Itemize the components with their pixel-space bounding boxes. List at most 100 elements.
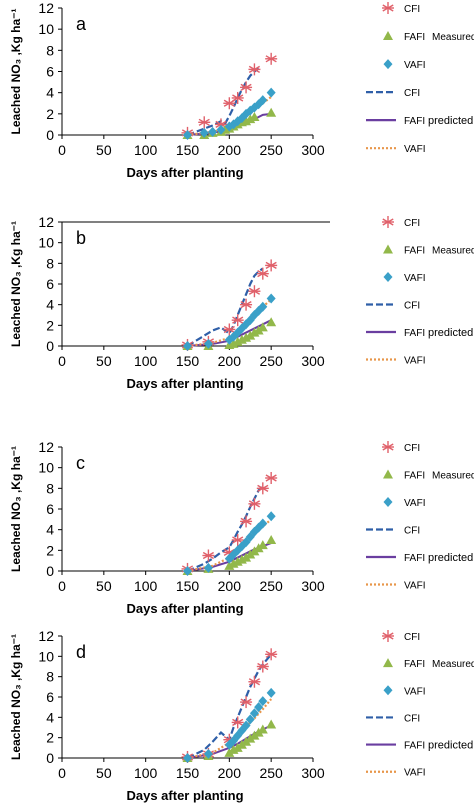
measured-point-cfi xyxy=(240,515,253,528)
measured-point-vafi xyxy=(258,301,268,312)
measured-point-cfi xyxy=(256,482,269,495)
x-tick-label: 250 xyxy=(259,578,283,594)
legend-marker-cfi xyxy=(382,216,394,228)
measured-point-cfi xyxy=(231,716,244,729)
x-tick-label: 300 xyxy=(301,353,325,369)
chart-panel-d: 0 2 4 6 8 10 12 0 50 100 150 200 250 300 Days after pl… xyxy=(9,628,474,803)
y-tick-label: 6 xyxy=(46,64,54,80)
legend-label-vafi: VAFI xyxy=(404,686,425,697)
legend-label-vafi: VAFI xyxy=(404,273,425,284)
measured-point-vafi xyxy=(183,341,192,351)
y-tick-label: 4 xyxy=(46,297,54,313)
legend-label-fafi: FAFI xyxy=(404,116,425,127)
measured-point-cfi xyxy=(202,549,215,562)
legend-label-fafi: FAFI xyxy=(404,328,425,339)
measured-point-fafi xyxy=(257,322,268,332)
legend-marker-fafi xyxy=(383,658,393,668)
y-tick-label: 8 xyxy=(46,669,54,685)
measured-point-cfi xyxy=(240,81,253,94)
x-tick-label: 150 xyxy=(176,353,200,369)
legend-label-cfi: CFI xyxy=(404,88,420,99)
legend-marker-vafi xyxy=(383,685,393,696)
x-tick-label: 50 xyxy=(96,765,112,781)
legend-measured-label: Measured xyxy=(432,32,474,43)
measured-point-cfi xyxy=(231,91,244,104)
measured-point-cfi xyxy=(256,660,269,673)
predicted-line-cfi xyxy=(187,653,273,759)
measured-point-cfi xyxy=(240,298,253,311)
y-axis-title: Leached NO₃ ,Kg ha⁻¹ xyxy=(9,9,23,135)
legend-label-cfi: CFI xyxy=(404,443,420,454)
x-tick-label: 250 xyxy=(259,353,283,369)
chart-panel-b: 0 2 4 6 8 10 12 0 50 100 150 200 250 300 Days after pl… xyxy=(9,214,474,391)
chart-panel-a: 0 2 4 6 8 10 12 0 50 100 150 200 250 300 Days after pl… xyxy=(9,0,474,180)
legend-marker-vafi xyxy=(383,272,393,282)
measured-point-vafi xyxy=(266,87,276,98)
y-tick-label: 2 xyxy=(46,317,54,333)
measured-point-vafi xyxy=(254,702,264,713)
x-tick-label: 200 xyxy=(218,353,242,369)
legend-label-fafi: FAFI xyxy=(404,553,425,564)
legend-marker-vafi xyxy=(383,59,393,70)
measured-point-fafi xyxy=(257,540,268,550)
predicted-line-cfi xyxy=(186,267,264,347)
legend-label-cfi: CFI xyxy=(404,301,420,312)
legend-label-cfi: CFI xyxy=(404,713,420,724)
x-tick-label: 300 xyxy=(301,142,325,158)
measured-point-fafi xyxy=(257,724,268,734)
measured-point-vafi xyxy=(266,293,276,304)
measured-point-fafi xyxy=(249,112,260,122)
legend-predicted-label: predicted xyxy=(428,740,473,752)
x-tick-label: 200 xyxy=(218,142,242,158)
y-tick-label: 10 xyxy=(38,21,54,37)
y-tick-label: 10 xyxy=(38,648,54,664)
y-tick-label: 6 xyxy=(46,276,54,292)
legend-label-vafi: VAFI xyxy=(404,768,425,779)
y-tick-label: 0 xyxy=(46,127,54,143)
y-tick-label: 4 xyxy=(46,85,54,101)
y-axis-title: Leached NO₃ ,Kg ha⁻¹ xyxy=(9,446,23,572)
legend-predicted-label: predicted xyxy=(428,327,473,339)
predicted-line-vafi xyxy=(187,298,272,348)
y-tick-label: 8 xyxy=(46,42,54,58)
x-tick-label: 0 xyxy=(58,765,66,781)
y-tick-label: 12 xyxy=(38,439,54,455)
measured-point-fafi xyxy=(266,719,277,729)
panel-label: a xyxy=(76,14,87,34)
x-tick-label: 100 xyxy=(134,353,158,369)
measured-point-cfi xyxy=(265,648,278,661)
measured-point-fafi xyxy=(266,535,277,544)
measured-point-cfi xyxy=(265,259,278,272)
legend-label-fafi: FAFI xyxy=(404,246,425,257)
measured-point-cfi xyxy=(248,675,261,688)
legend-label-fafi: FAFI xyxy=(404,32,425,43)
measured-point-cfi xyxy=(265,52,278,65)
y-tick-label: 0 xyxy=(46,338,54,354)
x-tick-label: 0 xyxy=(58,578,66,594)
legend-measured-label: Measured xyxy=(432,659,474,670)
y-tick-label: 2 xyxy=(46,106,54,122)
legend-label-vafi: VAFI xyxy=(404,144,425,155)
y-tick-label: 4 xyxy=(46,709,54,725)
legend-label-cfi: CFI xyxy=(404,218,420,229)
y-tick-label: 2 xyxy=(46,730,54,746)
y-axis-title: Leached NO₃ ,Kg ha⁻¹ xyxy=(9,634,23,760)
legend-marker-vafi xyxy=(383,497,393,507)
legend-label-vafi: VAFI xyxy=(404,356,425,367)
x-tick-label: 300 xyxy=(301,765,325,781)
measured-point-vafi xyxy=(258,696,268,707)
x-tick-label: 100 xyxy=(134,765,158,781)
measured-point-vafi xyxy=(245,714,255,725)
predicted-line-cfi xyxy=(187,67,260,137)
measured-point-vafi xyxy=(203,748,213,759)
measured-point-cfi xyxy=(240,696,253,709)
predicted-line-vafi xyxy=(187,698,273,760)
legend-label-fafi: FAFI xyxy=(404,471,425,482)
legend-label-cfi: CFI xyxy=(404,4,420,15)
y-tick-label: 12 xyxy=(38,0,54,16)
measured-point-cfi xyxy=(265,472,278,484)
legend-label-fafi: FAFI xyxy=(404,741,425,752)
x-tick-label: 0 xyxy=(58,353,66,369)
x-axis-title: Days after planting xyxy=(126,601,243,616)
x-tick-label: 100 xyxy=(134,578,158,594)
